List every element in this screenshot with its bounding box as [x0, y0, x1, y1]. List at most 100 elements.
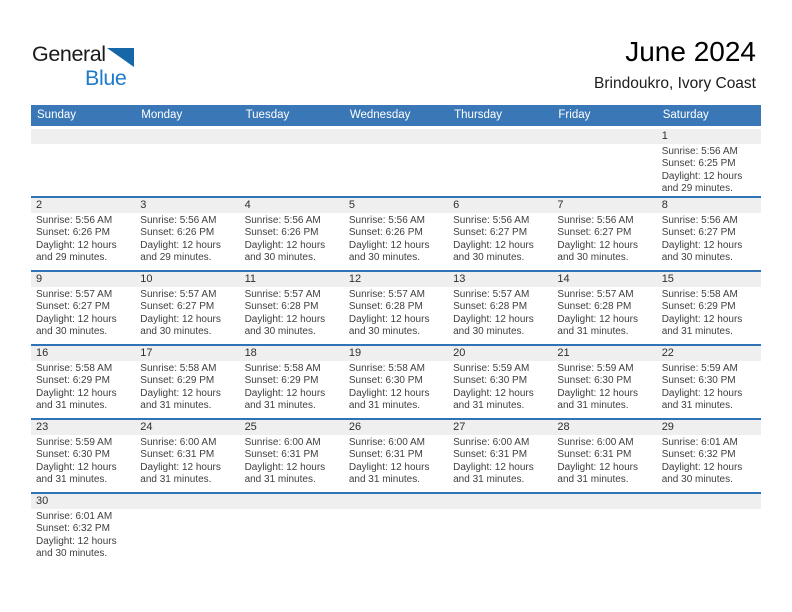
sunset-text: Sunset: 6:28 PM [244, 301, 319, 313]
daylight-text: Daylight: 12 hours and 30 minutes. [348, 313, 430, 338]
empty-day-number [135, 129, 239, 144]
sunrise-text: Sunrise: 5:59 AM [661, 363, 738, 374]
sunset-text: Sunset: 6:30 PM [453, 375, 528, 387]
month-title: June 2024 [625, 36, 756, 67]
daylight-text: Daylight: 12 hours and 31 minutes. [453, 461, 534, 486]
day-number-20: 20 [453, 347, 466, 359]
day-cell-10: Sunrise: 5:57 AM Sunset: 6:27 PM Daylight:… [135, 287, 239, 344]
day-number-15: 15 [661, 273, 674, 285]
week-row-2: 2 3 4 5 6 7 8 Sunrise: 5:56 AM Sunset: 6:26 PM Da… [31, 196, 761, 270]
daylight-text: Daylight: 12 hours and 31 minutes. [244, 387, 326, 412]
day-number-3: 3 [140, 199, 147, 211]
sunset-text: Sunset: 6:30 PM [348, 375, 423, 387]
day-cell-18: Sunrise: 5:58 AM Sunset: 6:29 PM Daylight:… [240, 361, 344, 418]
day-content-strip: Sunrise: 5:58 AM Sunset: 6:29 PM Daylight:… [31, 361, 761, 418]
weekday-header-wednesday: Wednesday [349, 109, 411, 121]
daylight-text: Daylight: 12 hours and 31 minutes. [244, 461, 326, 486]
sunset-text: Sunset: 6:30 PM [661, 375, 736, 387]
empty-day-cell [344, 144, 448, 196]
empty-day-cell [135, 144, 239, 196]
day-number-25: 25 [244, 421, 257, 433]
daylight-text: Daylight: 12 hours and 31 minutes. [348, 461, 430, 486]
daylight-text: Daylight: 12 hours and 30 minutes. [453, 313, 534, 338]
day-cell-12: Sunrise: 5:57 AM Sunset: 6:28 PM Daylight:… [344, 287, 448, 344]
daylight-text: Daylight: 12 hours and 31 minutes. [36, 387, 117, 412]
sunrise-text: Sunrise: 5:58 AM [244, 363, 321, 374]
weekday-header-thursday: Thursday [454, 109, 503, 121]
sunrise-text: Sunrise: 5:57 AM [453, 289, 530, 300]
day-content-strip: Sunrise: 5:56 AM Sunset: 6:26 PM Daylight:… [31, 213, 761, 270]
sunrise-text: Sunrise: 6:01 AM [36, 511, 113, 522]
title-block: June 2024 Brindoukro, Ivory Coast [594, 38, 756, 92]
daylight-text: Daylight: 12 hours and 30 minutes. [244, 239, 326, 264]
empty-day-number [344, 129, 448, 144]
sunrise-text: Sunrise: 6:00 AM [244, 437, 321, 448]
sunset-text: Sunset: 6:31 PM [244, 449, 319, 461]
weekday-header-saturday: Saturday [662, 109, 709, 121]
weekday-header-sunday: Sunday [37, 109, 77, 121]
empty-day-cell [240, 509, 344, 566]
day-number-13: 13 [453, 273, 466, 285]
sunrise-text: Sunrise: 5:59 AM [36, 437, 113, 448]
day-content-strip: Sunrise: 5:59 AM Sunset: 6:30 PM Daylight:… [31, 435, 761, 492]
sunrise-text: Sunrise: 5:57 AM [557, 289, 634, 300]
day-number-1: 1 [661, 130, 668, 142]
day-number-strip: 9 10 11 12 13 14 15 [31, 272, 761, 287]
day-cell-2: Sunrise: 5:56 AM Sunset: 6:26 PM Daylight:… [31, 213, 135, 270]
day-cell-19: Sunrise: 5:58 AM Sunset: 6:30 PM Daylight:… [344, 361, 448, 418]
sunrise-text: Sunrise: 5:56 AM [453, 215, 530, 226]
empty-day-number [240, 129, 344, 144]
daylight-text: Daylight: 12 hours and 30 minutes. [36, 535, 117, 560]
sunset-text: Sunset: 6:29 PM [244, 375, 319, 387]
sunrise-text: Sunrise: 5:56 AM [244, 215, 321, 226]
sunset-text: Sunset: 6:31 PM [557, 449, 632, 461]
logo-text-blue: Blue [85, 66, 127, 90]
sunset-text: Sunset: 6:32 PM [36, 523, 110, 535]
day-cell-5: Sunrise: 5:56 AM Sunset: 6:26 PM Daylight:… [344, 213, 448, 270]
daylight-text: Daylight: 12 hours and 31 minutes. [661, 387, 743, 412]
sunrise-text: Sunrise: 5:59 AM [557, 363, 634, 374]
sunrise-text: Sunrise: 5:58 AM [140, 363, 217, 374]
empty-day-number [552, 129, 656, 144]
sunset-text: Sunset: 6:30 PM [36, 449, 110, 461]
weekday-header-row: Sunday Monday Tuesday Wednesday Thursday Frid… [31, 105, 761, 126]
logo-text-general: General [32, 42, 106, 66]
empty-day-cell [552, 144, 656, 196]
sunset-text: Sunset: 6:27 PM [36, 301, 110, 313]
empty-day-cell [344, 509, 448, 566]
daylight-text: Daylight: 12 hours and 31 minutes. [348, 387, 430, 412]
empty-day-number [657, 494, 761, 509]
sunrise-text: Sunrise: 5:58 AM [36, 363, 113, 374]
daylight-text: Daylight: 12 hours and 31 minutes. [140, 461, 221, 486]
day-cell-30: Sunrise: 6:01 AM Sunset: 6:32 PM Daylight:… [31, 509, 135, 566]
day-cell-22: Sunrise: 5:59 AM Sunset: 6:30 PM Daylight:… [657, 361, 761, 418]
day-number-14: 14 [557, 273, 570, 285]
day-number-8: 8 [661, 199, 668, 211]
sunrise-text: Sunrise: 5:56 AM [661, 146, 738, 157]
daylight-text: Daylight: 12 hours and 31 minutes. [557, 461, 639, 486]
day-content-strip: Sunrise: 6:01 AM Sunset: 6:32 PM Daylight:… [31, 509, 761, 566]
sunset-text: Sunset: 6:31 PM [453, 449, 528, 461]
day-number-strip: 30 [31, 494, 761, 509]
empty-day-number [552, 494, 656, 509]
sunrise-text: Sunrise: 6:00 AM [453, 437, 530, 448]
sunset-text: Sunset: 6:29 PM [36, 375, 110, 387]
day-cell-29: Sunrise: 6:01 AM Sunset: 6:32 PM Daylight:… [657, 435, 761, 492]
day-number-11: 11 [244, 273, 256, 285]
sunset-text: Sunset: 6:30 PM [557, 375, 632, 387]
calendar-weeks: 1 Sunrise: 5:56 AM Sunset: 6:25 PM Daylight… [31, 129, 761, 566]
sunset-text: Sunset: 6:31 PM [348, 449, 423, 461]
calendar-table: Sunday Monday Tuesday Wednesday Thursday Frid… [31, 105, 761, 566]
daylight-text: Daylight: 12 hours and 30 minutes. [557, 239, 639, 264]
day-cell-16: Sunrise: 5:58 AM Sunset: 6:29 PM Daylight:… [31, 361, 135, 418]
week-row-3: 9 10 11 12 13 14 15 Sunrise: 5:57 AM Sunset: 6:2… [31, 270, 761, 344]
day-number-23: 23 [36, 421, 49, 433]
day-number-5: 5 [348, 199, 355, 211]
day-number-strip: 1 [31, 129, 761, 144]
day-number-strip: 2 3 4 5 6 7 8 [31, 198, 761, 213]
sunset-text: Sunset: 6:28 PM [557, 301, 632, 313]
day-number-27: 27 [453, 421, 466, 433]
empty-day-cell [448, 144, 552, 196]
sunset-text: Sunset: 6:27 PM [453, 227, 528, 239]
empty-day-number [240, 494, 344, 509]
